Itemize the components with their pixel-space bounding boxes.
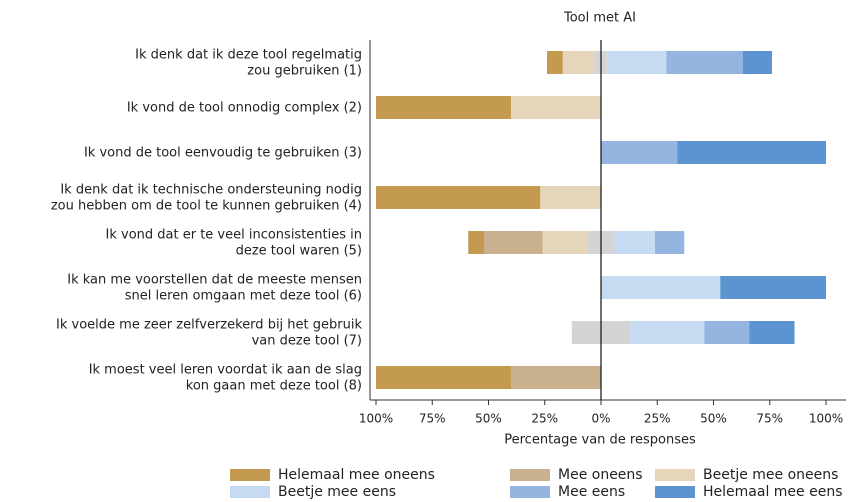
- bar-segment: [468, 231, 484, 254]
- bar-segment: [704, 321, 750, 344]
- bar-segment: [655, 231, 685, 254]
- bar-segment: [614, 231, 655, 254]
- bar-segment: [511, 366, 601, 389]
- legend-swatch: [510, 469, 550, 481]
- x-axis-label: Percentage van de responses: [504, 433, 696, 448]
- bar-segment: [540, 186, 601, 209]
- legend-swatch: [655, 469, 695, 481]
- bar-segment: [547, 51, 563, 74]
- bar-segment: [630, 321, 705, 344]
- bar-segment: [376, 186, 541, 209]
- category-label: Ik vond de tool onnodig complex (2): [127, 100, 362, 115]
- legend-label: Helemaal mee oneens: [278, 467, 435, 483]
- bar-segment: [666, 51, 743, 74]
- legend-label: Beetje mee eens: [278, 484, 396, 500]
- legend-label: Beetje mee oneens: [703, 467, 838, 483]
- x-tick-label: 100%: [809, 412, 843, 426]
- category-label: Ik kan me voorstellen dat de meeste mens…: [67, 272, 362, 303]
- x-tick-label: 0%: [591, 412, 610, 426]
- bar-segment: [376, 366, 511, 389]
- x-tick-label: 50%: [475, 412, 502, 426]
- bar-segment: [742, 51, 772, 74]
- bar-segment: [484, 231, 543, 254]
- x-tick-label: 25%: [531, 412, 558, 426]
- legend-label: Mee eens: [558, 484, 625, 500]
- x-tick-label: 25%: [644, 412, 671, 426]
- legend-swatch: [230, 486, 270, 498]
- x-tick-label: 75%: [756, 412, 783, 426]
- category-label: Ik vond de tool eenvoudig te gebruiken (…: [84, 145, 362, 160]
- bar-segment: [601, 141, 678, 164]
- category-label: Ik voelde me zeer zelfverzekerd bij het …: [56, 317, 362, 348]
- bar-segment: [720, 276, 826, 299]
- bar-segment: [601, 276, 721, 299]
- category-label: Ik denk dat ik deze tool regelmatig zou g…: [135, 47, 362, 78]
- category-label: Ik vond dat er te veel inconsistenties i…: [106, 227, 363, 258]
- bar-segment: [749, 321, 795, 344]
- x-tick-label: 75%: [419, 412, 446, 426]
- bar-segment: [542, 231, 588, 254]
- bar-segment: [562, 51, 595, 74]
- legend-swatch: [655, 486, 695, 498]
- bar-segment: [511, 96, 601, 119]
- bar-segment: [376, 96, 511, 119]
- x-tick-label: 50%: [700, 412, 727, 426]
- bar-segment: [607, 51, 667, 74]
- category-label: Ik denk dat ik technische ondersteuning …: [51, 182, 362, 213]
- category-label: Ik moest veel leren voordat ik aan de sl…: [89, 362, 362, 393]
- legend-label: Mee oneens: [558, 467, 643, 483]
- legend-label: Helemaal mee eens: [703, 484, 843, 500]
- chart-title: Tool met AI: [563, 11, 636, 26]
- legend-swatch: [230, 469, 270, 481]
- bar-segment: [677, 141, 826, 164]
- legend-swatch: [510, 486, 550, 498]
- x-tick-label: 100%: [359, 412, 393, 426]
